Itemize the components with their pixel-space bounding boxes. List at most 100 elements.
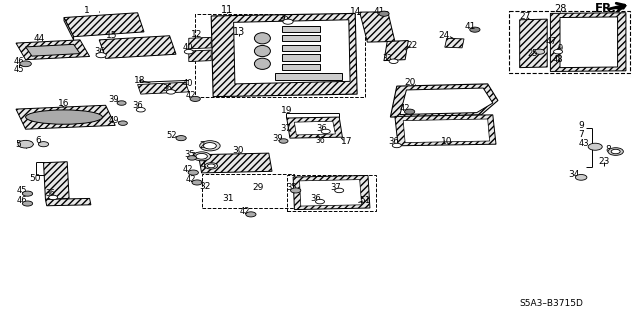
Text: 35: 35 <box>287 183 297 192</box>
Polygon shape <box>403 119 490 143</box>
Text: 7: 7 <box>579 130 584 139</box>
Polygon shape <box>300 180 362 206</box>
Text: 39: 39 <box>109 95 119 104</box>
Ellipse shape <box>254 58 270 70</box>
Circle shape <box>588 143 602 150</box>
Circle shape <box>608 148 623 155</box>
Bar <box>282 64 320 70</box>
Bar <box>282 35 320 41</box>
Text: 27: 27 <box>519 12 531 21</box>
Bar <box>195 14 365 97</box>
Circle shape <box>136 108 145 112</box>
Circle shape <box>279 139 288 143</box>
Text: 30: 30 <box>232 146 244 155</box>
Polygon shape <box>138 82 189 94</box>
Circle shape <box>22 201 33 206</box>
Text: 50: 50 <box>29 174 41 183</box>
Text: 5: 5 <box>15 140 20 149</box>
Text: 52: 52 <box>166 131 177 140</box>
Circle shape <box>49 195 58 200</box>
Text: 34: 34 <box>568 170 580 179</box>
Text: 33: 33 <box>382 54 392 63</box>
Text: 13: 13 <box>233 27 246 37</box>
Text: 35: 35 <box>184 150 195 159</box>
Circle shape <box>554 49 563 54</box>
Polygon shape <box>189 50 211 62</box>
Text: 17: 17 <box>341 137 353 146</box>
Text: 39: 39 <box>272 134 282 143</box>
Ellipse shape <box>254 33 270 44</box>
Text: 22: 22 <box>406 41 417 50</box>
Text: 40: 40 <box>182 43 193 52</box>
Text: 9: 9 <box>579 121 584 130</box>
Circle shape <box>38 142 49 147</box>
Polygon shape <box>16 105 115 129</box>
Circle shape <box>207 164 215 168</box>
Text: 45: 45 <box>17 186 27 195</box>
Polygon shape <box>520 19 547 68</box>
Text: 15: 15 <box>106 31 118 40</box>
Circle shape <box>404 109 415 114</box>
Text: 36: 36 <box>317 124 327 133</box>
Circle shape <box>291 188 301 193</box>
Text: 1: 1 <box>84 6 89 15</box>
Circle shape <box>575 174 587 180</box>
Circle shape <box>379 11 389 16</box>
Text: 36: 36 <box>45 189 55 198</box>
Text: 45: 45 <box>14 65 24 74</box>
Circle shape <box>196 153 207 159</box>
Text: 10: 10 <box>441 137 452 146</box>
Text: 32: 32 <box>199 182 211 191</box>
Circle shape <box>18 140 33 148</box>
Text: 36: 36 <box>311 194 321 203</box>
Text: 37: 37 <box>281 124 291 133</box>
Circle shape <box>246 212 256 217</box>
Ellipse shape <box>254 45 270 57</box>
Circle shape <box>117 101 126 105</box>
Text: 29: 29 <box>252 183 264 192</box>
Text: 25: 25 <box>527 49 538 58</box>
Text: 42: 42 <box>186 175 196 184</box>
Text: 37: 37 <box>330 183 340 192</box>
Polygon shape <box>395 115 496 146</box>
Polygon shape <box>64 18 74 40</box>
Circle shape <box>184 49 193 54</box>
Circle shape <box>193 152 211 161</box>
Text: 46: 46 <box>17 196 27 205</box>
Text: 31: 31 <box>223 194 234 203</box>
Circle shape <box>192 180 202 185</box>
Text: 8: 8 <box>605 145 611 154</box>
Circle shape <box>22 191 33 196</box>
Text: 28: 28 <box>554 4 566 14</box>
Circle shape <box>190 96 200 101</box>
Text: 12: 12 <box>191 30 203 39</box>
Text: 40: 40 <box>182 79 193 88</box>
Text: 41: 41 <box>465 22 476 31</box>
Circle shape <box>188 170 198 175</box>
Circle shape <box>204 143 216 149</box>
Bar <box>202 174 294 208</box>
Circle shape <box>321 129 330 134</box>
Polygon shape <box>26 44 80 56</box>
Text: 42: 42 <box>400 104 410 113</box>
Circle shape <box>188 156 196 160</box>
Text: 23: 23 <box>598 157 610 166</box>
Text: 47: 47 <box>546 37 557 46</box>
Text: 44: 44 <box>34 34 45 43</box>
Text: 42: 42 <box>239 207 250 216</box>
Text: 2: 2 <box>199 141 204 150</box>
Bar <box>287 175 376 211</box>
Bar <box>282 26 320 32</box>
Circle shape <box>316 199 324 204</box>
Bar <box>275 73 342 80</box>
Text: 19: 19 <box>281 106 292 115</box>
Text: 9: 9 <box>557 44 563 53</box>
Circle shape <box>392 143 401 148</box>
Text: 16: 16 <box>58 99 70 108</box>
Text: 20: 20 <box>404 78 415 87</box>
Text: 49: 49 <box>109 116 119 125</box>
Text: 43: 43 <box>579 139 589 148</box>
Polygon shape <box>607 5 627 10</box>
Bar <box>282 54 320 61</box>
Text: 6: 6 <box>36 136 41 145</box>
